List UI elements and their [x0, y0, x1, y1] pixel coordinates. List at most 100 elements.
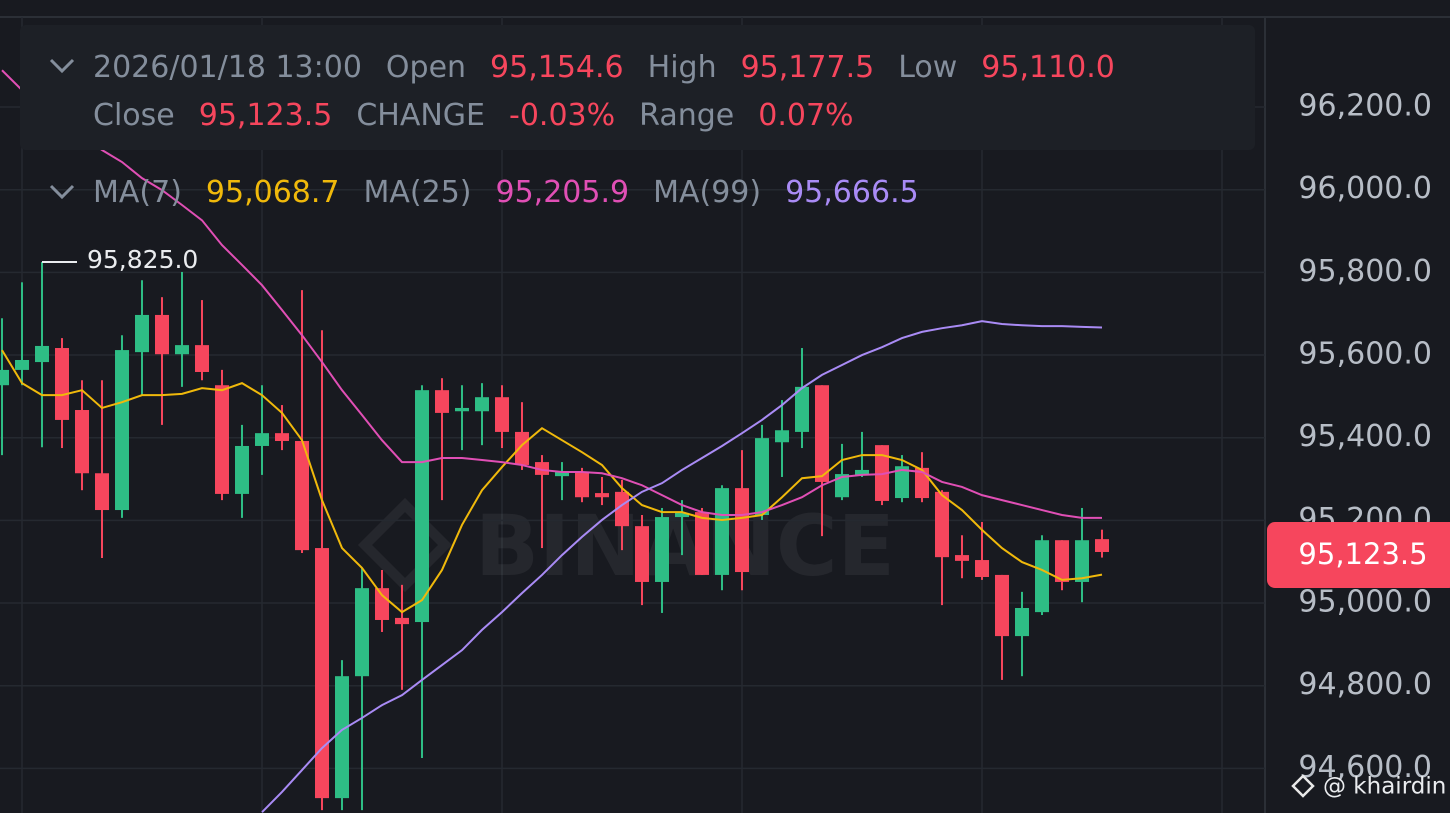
candle-body	[655, 517, 669, 582]
candle-body	[355, 588, 369, 677]
candle-body	[15, 360, 29, 370]
candle-body	[395, 617, 409, 625]
candle-body	[855, 469, 869, 475]
legend-entry[interactable]: MA(99) 95,666.5	[653, 175, 919, 210]
ohlc-row: 2026/01/18 13:00 Open 95,154.6 High 95,177.…	[93, 49, 1115, 85]
candle-body	[955, 555, 969, 561]
candle-body	[875, 445, 889, 501]
candle-body	[0, 369, 9, 386]
candle-body	[935, 491, 949, 558]
ohlc-field: Close 95,123.5	[93, 98, 332, 133]
ma-line	[1, 69, 1103, 519]
candle-time: 2026/01/18 13:00	[93, 49, 362, 85]
y-tick-label: 94,600.0	[1298, 750, 1432, 785]
ma-line	[1, 349, 1103, 614]
y-tick-label: 95,600.0	[1298, 337, 1432, 372]
ohlc-field: Range 0.07%	[639, 98, 853, 133]
candle-body	[295, 441, 309, 551]
field-value: 95,123.5	[198, 97, 333, 133]
field-label: Range	[639, 97, 735, 133]
chevron	[49, 184, 75, 200]
candle-body	[975, 560, 989, 577]
ohlc-field: Open 95,154.6	[386, 50, 624, 85]
candle-body	[535, 462, 549, 475]
last-price-badge	[1267, 521, 1450, 588]
last-price-label: 95,123.5	[1298, 537, 1427, 571]
candle-body	[75, 410, 89, 474]
candle-body	[695, 512, 709, 575]
candle-body	[635, 526, 649, 582]
legend-value: 95,068.7	[205, 174, 340, 210]
candle-body	[835, 474, 849, 498]
field-value: 0.07%	[758, 97, 854, 133]
candle-body	[255, 433, 269, 446]
candle-body	[35, 345, 49, 363]
ma-line	[261, 320, 1103, 813]
candle-body	[475, 397, 489, 412]
collapse-toggle[interactable]	[48, 182, 78, 202]
candle-body	[375, 588, 389, 620]
field-label: High	[647, 49, 717, 85]
ohlc-field: CHANGE -0.03%	[356, 98, 615, 133]
credit: @ khairdin	[1323, 774, 1446, 800]
candle-body	[235, 445, 249, 494]
legend-label: MA(7)	[93, 174, 182, 210]
candle-body	[1055, 540, 1069, 582]
candle-body	[275, 433, 289, 442]
y-tick-label: 95,000.0	[1298, 585, 1432, 620]
legend-value: 95,205.9	[495, 174, 630, 210]
candle-body	[815, 385, 829, 482]
candle-body	[1095, 539, 1109, 552]
ma-legend: MA(7) 95,068.7 MA(25) 95,205.9 MA(99) 95,666.…	[93, 174, 919, 210]
candle-body	[1075, 540, 1089, 582]
field-label: Low	[898, 49, 958, 85]
candle-body	[55, 348, 69, 420]
legend-label: MA(25)	[363, 174, 472, 210]
legend-label: MA(99)	[653, 174, 762, 210]
credit-logo	[1291, 774, 1315, 798]
ohlc-panel	[20, 25, 1255, 150]
candle-body	[715, 488, 729, 575]
collapse-toggle[interactable]	[48, 56, 78, 76]
candle-body	[775, 430, 789, 443]
candle-body	[195, 345, 209, 372]
candle-body	[155, 314, 169, 355]
candle-body	[735, 488, 749, 573]
field-label: Open	[385, 49, 467, 85]
candle-body	[455, 407, 469, 412]
candle-body	[515, 431, 529, 465]
field-value: 95,110.0	[981, 49, 1115, 85]
field-value: 95,177.5	[740, 49, 875, 85]
candle-body	[1015, 607, 1029, 637]
field-value: 95,154.6	[490, 49, 624, 85]
legend-entry[interactable]: MA(25) 95,205.9	[364, 175, 630, 210]
watermark: BINANCE	[475, 497, 895, 595]
field-label: Close	[93, 97, 175, 133]
y-tick-label: 94,800.0	[1298, 667, 1432, 702]
field-label: CHANGE	[356, 97, 485, 133]
candle-body	[995, 574, 1009, 637]
candle-body	[555, 472, 569, 477]
candle-body	[495, 397, 509, 432]
y-tick-label: 96,000.0	[1298, 171, 1432, 206]
legend-entry[interactable]: MA(7) 95,068.7	[93, 175, 340, 210]
candle-body	[435, 390, 449, 413]
candle-body	[755, 438, 769, 515]
candle-body	[315, 548, 329, 799]
candle-body	[895, 466, 909, 499]
ohlc-row: Close 95,123.5 CHANGE -0.03% Range 0.07%	[93, 97, 854, 133]
field-value: -0.03%	[509, 97, 616, 133]
candle-body	[135, 314, 149, 353]
candle-body	[795, 386, 809, 432]
candle-body	[1035, 540, 1049, 613]
high-marker-label: 95,825.0	[87, 245, 198, 274]
candle-body	[575, 472, 589, 498]
plot	[0, 69, 1109, 813]
y-tick-label: 95,400.0	[1298, 419, 1432, 454]
candle-body	[175, 345, 189, 355]
ohlc-field: High 95,177.5	[648, 50, 875, 85]
candle-body	[95, 473, 109, 511]
logo-shape	[357, 497, 453, 593]
